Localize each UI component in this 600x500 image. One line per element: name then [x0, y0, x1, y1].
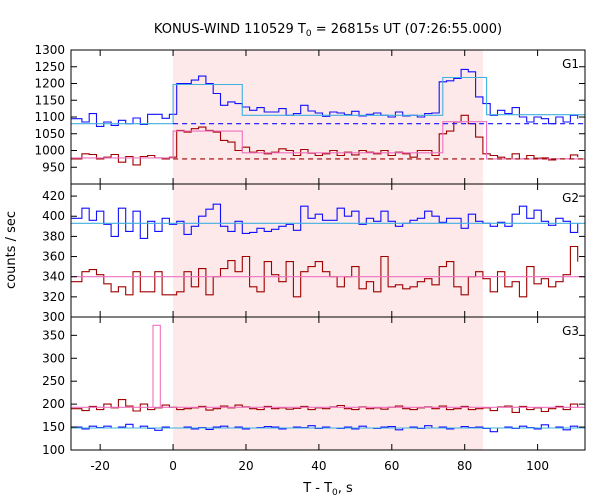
y-tick-label: 1050	[34, 127, 65, 141]
panel-label: G2	[562, 191, 579, 205]
x-tick-label: -20	[90, 459, 110, 473]
x-axis-label-text: T - T	[302, 481, 332, 496]
y-tick-label: 320	[42, 290, 65, 304]
y-tick-label: 420	[42, 189, 65, 203]
x-axis-label-rest: , s	[338, 481, 353, 496]
y-tick-label: 150	[42, 420, 65, 434]
x-tick-label: 40	[311, 459, 326, 473]
series-group	[71, 68, 585, 166]
series-cyan-step-2	[71, 76, 585, 125]
y-tick-label: 250	[42, 374, 65, 388]
series-blue-step-0	[71, 203, 579, 239]
series-blue-step-0	[71, 68, 579, 127]
y-tick-label: 300	[42, 310, 65, 324]
y-tick-label: 1300	[34, 43, 65, 57]
x-tick-label: 100	[526, 459, 549, 473]
y-tick-label: 380	[42, 229, 65, 243]
y-tick-label: 1150	[34, 93, 65, 107]
y-tick-label: 1100	[34, 110, 65, 124]
y-tick-label: 1200	[34, 77, 65, 91]
y-tick-label: 400	[42, 209, 65, 223]
burst-interval-shade	[173, 184, 483, 317]
panel-g3: 100 150 200 250 300 350 G3	[42, 316, 586, 457]
panel-g2: 300 320 340 360 380 400 420 G2	[42, 183, 586, 324]
burst-interval-shade	[173, 50, 483, 184]
y-tick-label: 340	[42, 270, 65, 284]
y-tick-label: 360	[42, 250, 65, 264]
x-axis-label: T - T0, s	[302, 481, 353, 498]
y-tick-label: 1250	[34, 60, 65, 74]
chart-title-subscript: 0	[306, 29, 312, 39]
chart-title: KONUS-WIND 110529 T0 = 26815s UT (07:26:…	[154, 22, 502, 39]
y-tick-label: 100	[42, 443, 65, 457]
series-pink-spike-2	[152, 324, 161, 408]
x-axis-label-subscript: 0	[332, 488, 338, 498]
burst-interval-shade	[173, 317, 483, 450]
panel-frame	[70, 316, 586, 451]
panel-g1: 950 1000 1050 1100 1150 1200 1250 1300 G1	[34, 43, 586, 185]
y-tick-label: 200	[42, 397, 65, 411]
x-tick-label: 20	[238, 459, 253, 473]
x-tick-label: 0	[169, 459, 177, 473]
series-pink-step-3	[71, 121, 585, 160]
y-tick-label: 950	[42, 160, 65, 174]
series-group	[71, 203, 585, 298]
series-group	[71, 324, 585, 433]
y-tick-label: 300	[42, 351, 65, 365]
chart-title-text: KONUS-WIND 110529 T	[154, 22, 306, 37]
chart-title-rest: = 26815s UT (07:26:55.000)	[312, 22, 502, 37]
panel-label: G3	[562, 324, 579, 338]
y-tick-label: 1000	[34, 144, 65, 158]
plot-layer: 9501000105011001150120012501300G13003203…	[34, 43, 586, 473]
y-tick-label: 350	[42, 328, 65, 342]
y-axis-label: counts / sec	[4, 211, 19, 289]
x-tick-label: 60	[384, 459, 399, 473]
x-tick-label: 80	[457, 459, 472, 473]
panel-label: G1	[562, 57, 579, 71]
